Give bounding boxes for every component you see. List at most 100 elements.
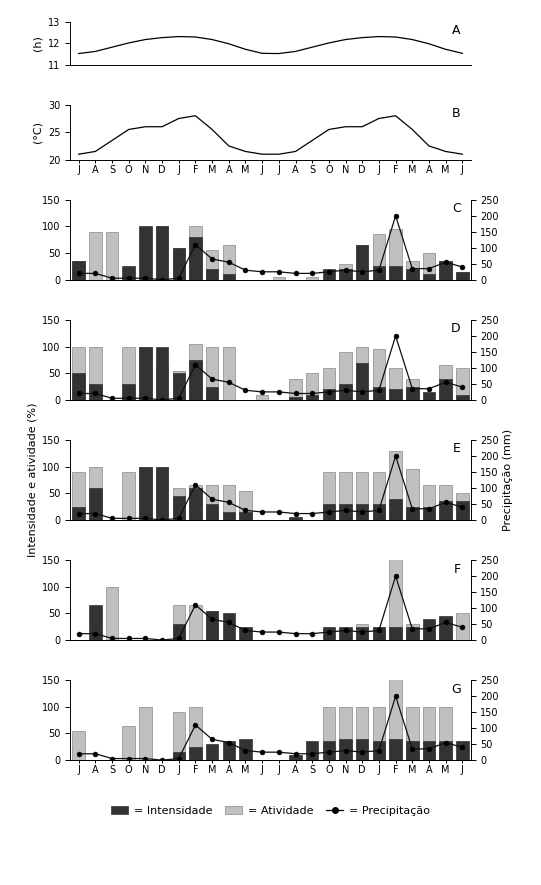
Bar [423, 624, 435, 640]
Bar [222, 613, 235, 640]
Bar [189, 707, 202, 760]
Bar [439, 366, 452, 400]
Bar [189, 488, 202, 520]
Bar [156, 227, 168, 280]
Bar [156, 366, 168, 400]
Bar [356, 472, 368, 520]
Bar [423, 707, 435, 760]
Bar [439, 261, 452, 280]
Y-axis label: Precipitação (mm): Precipitação (mm) [503, 429, 513, 531]
Bar [222, 742, 235, 760]
Bar [289, 518, 302, 520]
Bar [456, 272, 469, 280]
Bar [122, 726, 135, 760]
Bar [189, 237, 202, 280]
Bar [139, 227, 151, 280]
Bar [439, 742, 452, 760]
Bar [339, 707, 352, 760]
Bar [390, 627, 402, 640]
Bar [206, 611, 219, 640]
Bar [439, 616, 452, 640]
Bar [139, 466, 151, 520]
Bar [423, 274, 435, 280]
Bar [423, 742, 435, 760]
Bar [189, 227, 202, 280]
Bar [406, 269, 419, 280]
Bar [89, 466, 102, 520]
Bar [356, 245, 368, 280]
Bar [239, 739, 252, 760]
Bar [189, 605, 202, 640]
Bar [356, 739, 368, 760]
Bar [322, 504, 335, 520]
Bar [89, 488, 102, 520]
Bar [456, 493, 469, 520]
Bar [322, 472, 335, 520]
Y-axis label: Intensidade e atividade (%): Intensidade e atividade (%) [28, 403, 38, 558]
Bar [373, 627, 385, 640]
Bar [373, 266, 385, 280]
Bar [373, 707, 385, 760]
Bar [339, 384, 352, 400]
Bar [139, 466, 151, 520]
Bar [306, 395, 319, 400]
Legend: = Intensidade, = Atividade, = Precipitação: = Intensidade, = Atividade, = Precipitaç… [107, 801, 434, 820]
Bar [122, 266, 135, 280]
Bar [322, 627, 335, 640]
Text: B: B [452, 107, 460, 120]
Bar [173, 373, 185, 400]
Bar [339, 627, 352, 640]
Bar [339, 269, 352, 280]
Bar [322, 742, 335, 760]
Bar [322, 707, 335, 760]
Bar [173, 752, 185, 760]
Bar [89, 384, 102, 400]
Bar [173, 371, 185, 400]
Bar [222, 347, 235, 400]
Bar [289, 379, 302, 400]
Bar [156, 347, 168, 400]
Bar [189, 747, 202, 760]
Bar [390, 266, 402, 280]
Bar [206, 485, 219, 520]
Bar [356, 245, 368, 280]
Bar [106, 232, 118, 280]
Bar [423, 392, 435, 400]
Bar [423, 619, 435, 640]
Bar [339, 264, 352, 280]
Bar [423, 485, 435, 520]
Bar [122, 472, 135, 520]
Bar [222, 485, 235, 520]
Bar [406, 387, 419, 400]
Bar [390, 450, 402, 520]
Bar [390, 627, 402, 760]
Bar [373, 235, 385, 280]
Bar [406, 506, 419, 520]
Bar [439, 501, 452, 520]
Bar [139, 347, 151, 400]
Bar [206, 744, 219, 760]
Bar [406, 627, 419, 640]
Bar [390, 389, 402, 400]
Bar [390, 534, 402, 640]
Bar [306, 373, 319, 400]
Bar [373, 504, 385, 520]
Bar [239, 512, 252, 520]
Bar [356, 707, 368, 760]
Bar [456, 272, 469, 280]
Bar [89, 605, 102, 640]
Bar [173, 248, 185, 280]
Text: F: F [453, 563, 460, 575]
Bar [189, 485, 202, 520]
Bar [206, 504, 219, 520]
Bar [439, 707, 452, 760]
Bar [306, 277, 319, 280]
Bar [72, 506, 85, 520]
Bar [406, 379, 419, 400]
Bar [339, 352, 352, 400]
Bar [139, 707, 151, 760]
Bar [373, 350, 385, 400]
Bar [106, 587, 118, 640]
Bar [456, 742, 469, 760]
Bar [456, 395, 469, 400]
